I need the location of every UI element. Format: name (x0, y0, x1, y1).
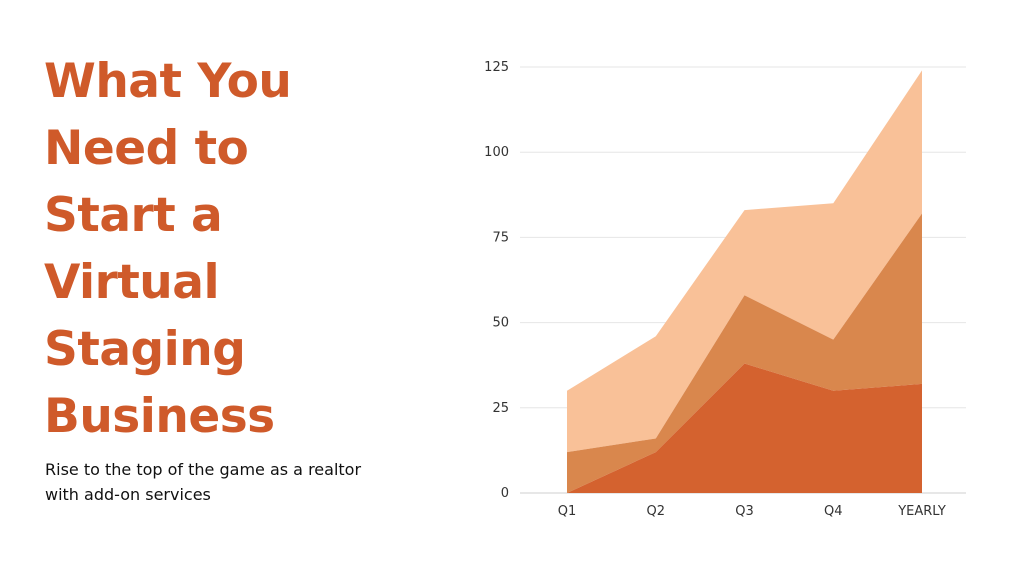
y-tick-label: 100 (484, 145, 509, 160)
x-tick-label: Q2 (646, 504, 665, 519)
area-series-2 (567, 213, 922, 493)
x-tick-label: YEARLY (897, 504, 946, 519)
y-tick-label: 0 (501, 486, 509, 501)
x-tick-label: Q4 (824, 504, 843, 519)
x-tick-label: Q1 (558, 504, 577, 519)
y-tick-label: 50 (492, 316, 509, 331)
slide-subtitle: Rise to the top of the game as a realtor… (45, 460, 362, 504)
slide-title: What You Need to Start a Virtual Staging… (44, 54, 292, 444)
y-tick-label: 25 (492, 401, 509, 416)
y-tick-label: 75 (492, 230, 509, 245)
area-series-1 (567, 363, 922, 493)
x-tick-label: Q3 (735, 504, 754, 519)
y-tick-label: 125 (484, 60, 509, 75)
area-series-3 (567, 70, 922, 453)
